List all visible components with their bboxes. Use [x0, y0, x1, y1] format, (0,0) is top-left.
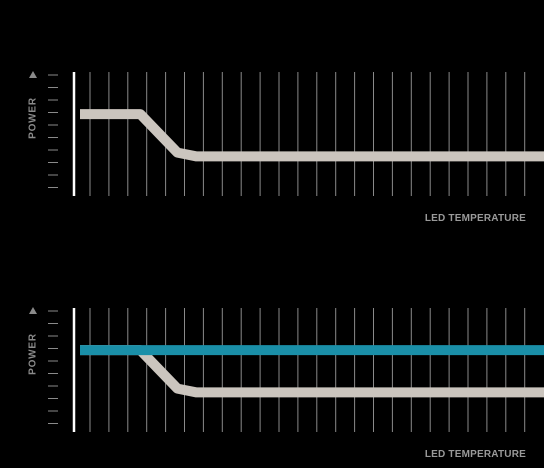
chart-constant-power	[29, 307, 544, 432]
series-line-0	[80, 109, 544, 162]
x-axis-label: LED TEMPERATURE	[424, 449, 526, 460]
chart-panel-constant: POWER LED TEMPERATURE	[0, 236, 544, 468]
x-axis-label: LED TEMPERATURE	[424, 213, 526, 224]
series-line-0	[80, 345, 544, 398]
chart-panel-default: POWER LED TEMPERATURE	[0, 0, 544, 232]
y-axis-label: POWER	[27, 97, 39, 139]
y-axis-arrow-icon	[29, 71, 37, 78]
y-axis-arrow-icon	[29, 307, 37, 314]
chart-default	[29, 71, 544, 196]
y-axis-label: POWER	[27, 333, 39, 375]
